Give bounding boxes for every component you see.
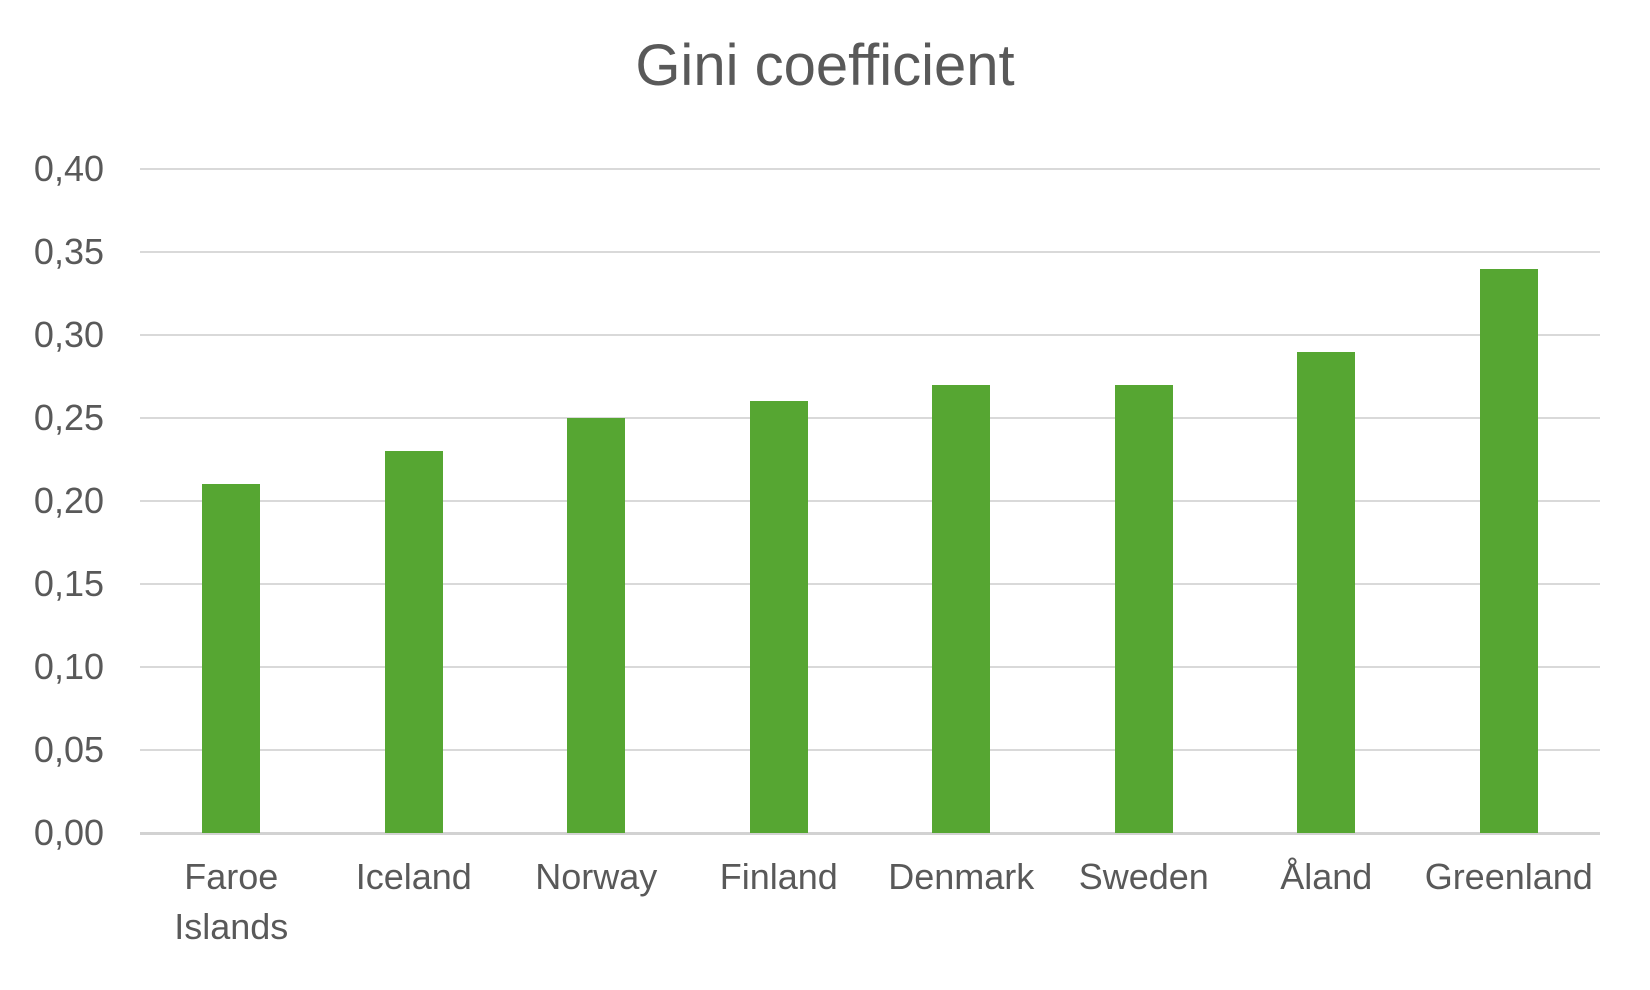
- bars-layer: [140, 169, 1600, 833]
- chart-title: Gini coefficient: [635, 33, 1015, 98]
- bar-faroe-islands: [202, 484, 261, 833]
- gridline: [140, 583, 1600, 585]
- gridline: [140, 251, 1600, 253]
- x-axis-line: [140, 832, 1600, 835]
- y-tick-label: 0,25: [33, 397, 104, 438]
- bar-denmark: [932, 384, 991, 833]
- x-category-label: Greenland: [1424, 856, 1593, 897]
- bar-åland: [1297, 351, 1356, 833]
- bar-sweden: [1114, 384, 1173, 833]
- x-axis-labels: Faroe Islands Iceland Norway Finland Denmark…: [140, 852, 1600, 962]
- y-axis-labels: 0,00 0,05 0,10 0,15 0,20 0,25 0,30 0,35 0,40: [0, 151, 140, 851]
- y-tick-label: 0,00: [33, 812, 104, 853]
- x-category-label: Åland: [1280, 856, 1373, 897]
- bar-finland: [749, 401, 808, 833]
- x-category-label: Sweden: [1078, 856, 1209, 897]
- x-category-label: Finland: [719, 856, 838, 897]
- gridline: [140, 334, 1600, 336]
- x-category-label: Iceland: [355, 856, 472, 897]
- plot-area: [140, 168, 1600, 835]
- gridline: [140, 749, 1600, 751]
- y-tick-label: 0,20: [33, 480, 104, 521]
- y-tick-label: 0,35: [33, 231, 104, 272]
- y-tick-label: 0,05: [33, 729, 104, 770]
- x-category-label: Faroe Islands: [174, 856, 289, 947]
- bar-norway: [567, 418, 626, 833]
- bar-iceland: [384, 451, 443, 833]
- y-tick-label: 0,30: [33, 314, 104, 355]
- y-tick-label: 0,40: [33, 148, 104, 189]
- y-tick-label: 0,10: [33, 646, 104, 687]
- bar-greenland: [1479, 268, 1538, 833]
- x-category-label: Denmark: [888, 856, 1035, 897]
- y-tick-label: 0,15: [33, 563, 104, 604]
- gridline: [140, 168, 1600, 170]
- gridline: [140, 417, 1600, 419]
- x-category-label: Norway: [535, 856, 658, 897]
- gridline: [140, 500, 1600, 502]
- gridline: [140, 666, 1600, 668]
